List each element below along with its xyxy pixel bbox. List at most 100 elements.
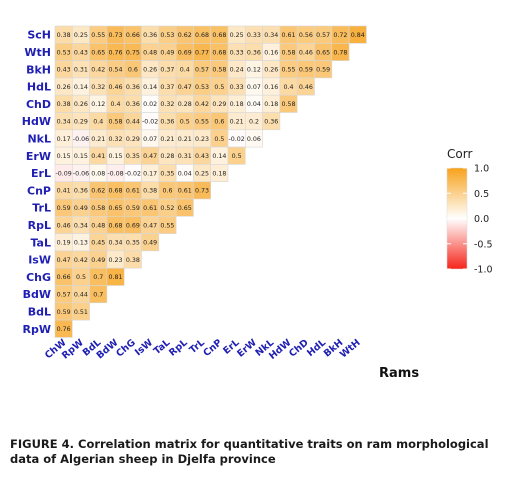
cell-value-label: 0.43 — [195, 153, 209, 160]
cell-value-label: 0.33 — [230, 84, 244, 91]
cell-value-label: 0.58 — [212, 67, 226, 74]
cell-value-label: 0.21 — [160, 136, 174, 143]
cell-value-label: 0.5 — [76, 274, 86, 281]
cell-value-label: 0.38 — [57, 101, 71, 108]
cell-value-label: 0.12 — [91, 101, 105, 108]
cell-value-label: 0.18 — [264, 101, 278, 108]
cell-value-label: 0.46 — [57, 222, 71, 229]
column-labels: ChWRpWBdLBdWChGIsWTaLRpLTrLCnPErLErWNkLH… — [43, 337, 363, 362]
cell-value-label: 0.24 — [230, 67, 244, 74]
cell-value-label: 0.6 — [214, 118, 224, 125]
heatmap-cell — [89, 285, 108, 304]
cell-value-label: -0.06 — [73, 170, 89, 177]
cell-value-label: 0.17 — [57, 136, 71, 143]
cell-value-label: -0.08 — [107, 170, 123, 177]
cell-value-label: 0.5 — [180, 118, 190, 125]
cell-value-label: 0.84 — [351, 32, 365, 39]
legend-tick-label: -0.5 — [474, 239, 493, 250]
row-label: RpW — [23, 323, 51, 336]
cell-value-label: 0.66 — [57, 274, 71, 281]
cell-value-label: 0.59 — [316, 67, 330, 74]
cell-value-label: 0.26 — [143, 67, 157, 74]
row-label: ChG — [26, 271, 51, 284]
cell-value-label: 0.14 — [74, 84, 88, 91]
cell-value-label: 0.53 — [160, 32, 174, 39]
cell-value-label: 0.59 — [126, 205, 140, 212]
row-label: IsW — [28, 254, 51, 267]
cell-value-label: 0.46 — [299, 49, 313, 56]
heatmap-cell — [123, 250, 142, 269]
heatmap-cell — [106, 267, 125, 286]
cell-value-label: 0.38 — [143, 188, 157, 195]
cell-value-label: -0.09 — [56, 170, 72, 177]
row-label: ErW — [26, 150, 51, 163]
cell-value-label: 0.51 — [74, 309, 88, 316]
cell-value-label: 0.69 — [126, 222, 140, 229]
row-label: ChD — [26, 98, 51, 111]
legend-tick-label: 0.0 — [474, 214, 489, 225]
heatmap-cell — [262, 112, 281, 131]
cell-value-label: 0.37 — [160, 84, 174, 91]
cell-value-label: 0.15 — [109, 153, 123, 160]
cell-value-label: 0.44 — [74, 291, 88, 298]
cell-value-label: 0.4 — [111, 101, 121, 108]
heatmap-cell — [210, 164, 229, 182]
cell-value-label: 0.53 — [195, 84, 209, 91]
cell-value-label: 0.36 — [126, 84, 140, 91]
cell-value-label: 0.04 — [178, 170, 192, 177]
cell-value-label: 0.36 — [264, 118, 278, 125]
cell-value-label: -0.02 — [142, 118, 158, 125]
row-label: ScH — [27, 29, 51, 42]
cell-value-label: 0.38 — [126, 257, 140, 264]
heatmap-cell — [54, 319, 73, 338]
cell-value-label: 0.33 — [230, 49, 244, 56]
cell-value-label: 0.36 — [143, 32, 157, 39]
cell-value-label: 0.21 — [91, 136, 105, 143]
cell-value-label: 0.32 — [160, 101, 174, 108]
column-label: RpL — [167, 337, 190, 358]
row-label: BdW — [23, 288, 51, 301]
heatmap-cell — [227, 146, 246, 165]
cell-value-label: 0.15 — [57, 153, 71, 160]
cell-value-label: 0.49 — [160, 49, 174, 56]
cell-value-label: 0.61 — [282, 32, 296, 39]
legend-tick-label: -1.0 — [474, 265, 493, 276]
cell-value-label: 0.07 — [143, 136, 157, 143]
cell-value-label: 0.4 — [93, 118, 103, 125]
cell-value-label: 0.28 — [178, 101, 192, 108]
row-label: ErL — [31, 167, 51, 180]
row-label: HdL — [27, 81, 51, 94]
cell-value-label: 0.42 — [91, 67, 105, 74]
cell-value-label: 0.31 — [178, 153, 192, 160]
heatmap-cell — [314, 60, 333, 79]
cell-value-label: 0.7 — [93, 291, 103, 298]
cell-value-label: 0.61 — [126, 188, 140, 195]
cell-value-label: 0.59 — [57, 205, 71, 212]
annotation-label: Rams — [379, 366, 419, 381]
cell-value-label: 0.47 — [57, 257, 71, 264]
heatmap-cell — [72, 302, 90, 321]
heatmap-cell — [141, 233, 160, 252]
cell-value-label: 0.59 — [299, 67, 313, 74]
cell-value-label: 0.58 — [282, 49, 296, 56]
cell-value-label: 0.12 — [247, 67, 261, 74]
correlation-heatmap: 0.38 0.25 0.55 0.73 0.66 0.36 0.53 0.62 0.68 0.68… — [22, 25, 493, 381]
cell-value-label: 0.73 — [195, 188, 209, 195]
cell-value-label: 0.49 — [143, 240, 157, 247]
cell-value-label: 0.18 — [230, 101, 244, 108]
cell-value-label: 0.35 — [160, 170, 174, 177]
heatmap-cell — [279, 94, 298, 113]
cell-value-label: 0.16 — [264, 49, 278, 56]
cell-value-label: 0.34 — [264, 32, 278, 39]
cell-value-label: 0.55 — [195, 118, 209, 125]
cell-value-label: 0.14 — [212, 153, 226, 160]
figure-caption: FIGURE 4. Correlation matrix for quantit… — [10, 437, 489, 466]
cell-value-label: 0.58 — [109, 118, 123, 125]
cell-value-label: 0.52 — [160, 205, 174, 212]
cell-value-label: 0.28 — [160, 153, 174, 160]
cell-value-label: 0.42 — [74, 257, 88, 264]
cell-value-label: 0.68 — [195, 32, 209, 39]
cell-value-label: 0.36 — [247, 49, 261, 56]
cell-value-label: 0.57 — [57, 291, 71, 298]
